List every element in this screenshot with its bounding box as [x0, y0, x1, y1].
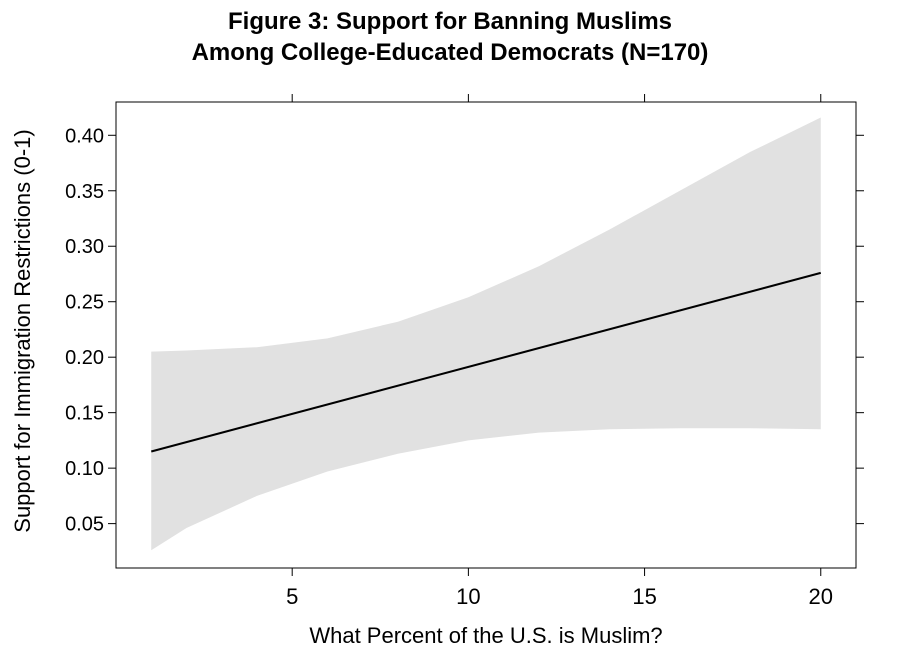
y-axis-label: Support for Immigration Restrictions (0-…	[10, 129, 35, 532]
confidence-band	[151, 117, 821, 551]
y-axis: 0.05 0.10 0.15 0.20 0.25 0.30 0.35 0.40	[65, 125, 116, 536]
right-axis-ticks	[856, 134, 864, 525]
y-tick-label: 0.10	[65, 458, 104, 480]
y-tick-label: 0.20	[65, 347, 104, 369]
x-tick-label: 20	[809, 584, 833, 609]
y-tick-label: 0.05	[65, 514, 104, 536]
plot-frame	[115, 101, 857, 569]
chart-title-line-1: Figure 3: Support for Banning Muslims	[228, 8, 672, 35]
y-tick-label: 0.35	[65, 181, 104, 203]
y-tick-label: 0.15	[65, 403, 104, 425]
confidence-band-layer	[151, 117, 821, 551]
chart-title: Figure 3: Support for Banning Muslims Am…	[0, 6, 900, 68]
x-tick-label: 15	[632, 584, 656, 609]
fitted-line-layer	[150, 271, 822, 453]
y-tick-label: 0.40	[65, 125, 104, 147]
y-tick-label: 0.25	[65, 292, 104, 314]
x-tick-label: 10	[456, 584, 480, 609]
top-axis-ticks	[291, 94, 822, 102]
x-axis: 5 10 15 20	[286, 568, 833, 609]
y-tick-label: 0.30	[65, 236, 104, 258]
chart-title-line-2: Among College-Educated Democrats (N=170)	[191, 39, 709, 66]
x-tick-label: 5	[286, 584, 298, 609]
fitted-line	[150, 271, 822, 453]
x-axis-label: What Percent of the U.S. is Muslim?	[309, 623, 662, 648]
